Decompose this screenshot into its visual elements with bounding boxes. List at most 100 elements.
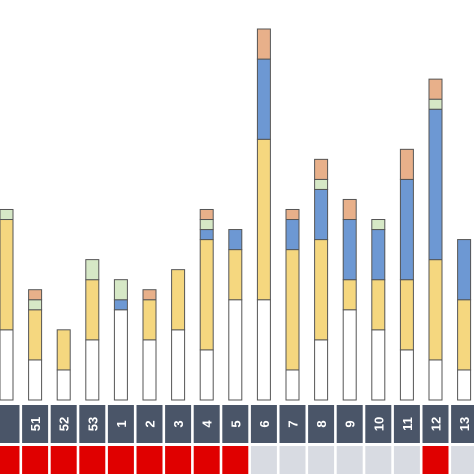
status-cell-red [193, 446, 220, 474]
bar-segment-orange [199, 208, 214, 221]
bars-group [0, 28, 472, 401]
bar-segment-orange [256, 28, 271, 60]
bar-segment-yellow [85, 279, 100, 341]
bar-segment-yellow [142, 299, 157, 341]
axis-cell [222, 405, 249, 443]
status-cell-red [0, 446, 20, 474]
bar-segment-blue [113, 299, 128, 311]
axis-cell [136, 405, 163, 443]
tick-label: 52 [57, 417, 72, 431]
bar-segment-blue [342, 219, 357, 281]
status-cell-red [222, 446, 249, 474]
bar-segment-blue [457, 239, 472, 301]
tick-label: 2 [143, 420, 158, 427]
bar-segment-white [199, 349, 214, 401]
axis-cell [165, 405, 192, 443]
status-cell-gray [250, 446, 277, 474]
status-cell-gray [365, 446, 392, 474]
status-cell-red [107, 446, 134, 474]
bar-segment-white [314, 339, 329, 401]
bar-segment-yellow [342, 279, 357, 311]
axis-cell [50, 405, 77, 443]
bar-segment-white [28, 359, 43, 401]
axis-cell [279, 405, 306, 443]
bar-segment-white [228, 299, 243, 401]
status-cell-red [79, 446, 106, 474]
bar-segment-yellow [399, 279, 414, 351]
axis-cell [0, 405, 20, 443]
axis-cell [107, 405, 134, 443]
bar-segment-white [399, 349, 414, 401]
bar-segment-blue [399, 178, 414, 281]
status-cell-gray [308, 446, 335, 474]
axis-cell [365, 405, 392, 443]
bar-segment-white [142, 339, 157, 401]
bar-segment-green [0, 208, 14, 221]
bar-segment-white [428, 359, 443, 401]
tick-label: 9 [343, 420, 358, 427]
axis-cell [336, 405, 363, 443]
status-cell-gray [336, 446, 363, 474]
tick-label: 5 [228, 420, 243, 427]
bar-segment-white [342, 309, 357, 401]
axis-cell [22, 405, 49, 443]
tick-label: 7 [286, 420, 301, 427]
axis-cell [79, 405, 106, 443]
status-cell-red [165, 446, 192, 474]
bar-segment-yellow [0, 219, 14, 331]
bar-segment-yellow [428, 259, 443, 361]
tick-label: 12 [429, 417, 444, 431]
bar-segment-white [56, 369, 71, 401]
bar-segment-white [85, 339, 100, 401]
bar-segment-blue [285, 219, 300, 251]
status-cell-gray [451, 446, 474, 474]
bar-segment-white [113, 309, 128, 401]
bar-segment-blue [199, 229, 214, 241]
bar-segment-blue [228, 229, 243, 251]
bar-segment-green [314, 178, 329, 190]
tick-label: 8 [314, 420, 329, 427]
axis-cell [250, 405, 277, 443]
bar-segment-blue [314, 188, 329, 241]
tick-label: 1 [114, 420, 129, 427]
axis-cell [451, 405, 474, 443]
bar-segment-orange [285, 208, 300, 221]
bar-segment-white [457, 369, 472, 401]
bar-segment-blue [371, 229, 386, 281]
bar-segment-white [171, 329, 186, 401]
status-cell-red [136, 446, 163, 474]
bar-segment-orange [142, 289, 157, 301]
tick-label: 10 [371, 417, 386, 431]
bar-segment-yellow [171, 269, 186, 331]
bar-segment-yellow [457, 299, 472, 371]
axis-cell [308, 405, 335, 443]
status-cell-gray [393, 446, 420, 474]
bar-segment-green [28, 299, 43, 311]
status-cell-gray [279, 446, 306, 474]
status-cell-red [50, 446, 77, 474]
bar-segment-white [0, 329, 14, 401]
bar-segment-yellow [371, 279, 386, 331]
tick-label: 3 [171, 420, 186, 427]
tick-label: 11 [400, 417, 415, 431]
bar-segment-yellow [28, 309, 43, 361]
bar-segment-orange [314, 158, 329, 180]
bar-segment-yellow [56, 329, 71, 371]
status-cell-red [22, 446, 49, 474]
bar-segment-yellow [228, 249, 243, 301]
tick-label: 51 [28, 417, 43, 431]
bar-segment-blue [428, 108, 443, 261]
tick-label: 4 [200, 420, 215, 428]
bar-segment-yellow [285, 249, 300, 371]
bar-segment-green [113, 279, 128, 301]
bar-segment-orange [342, 198, 357, 221]
bar-segment-white [285, 369, 300, 401]
bar-segment-yellow [256, 138, 271, 301]
bar-segment-yellow [314, 239, 329, 341]
bar-segment-orange [28, 289, 43, 301]
bar-segment-green [371, 219, 386, 231]
bar-segment-orange [399, 148, 414, 180]
bar-segment-green [199, 219, 214, 231]
tick-label: 53 [85, 417, 100, 431]
